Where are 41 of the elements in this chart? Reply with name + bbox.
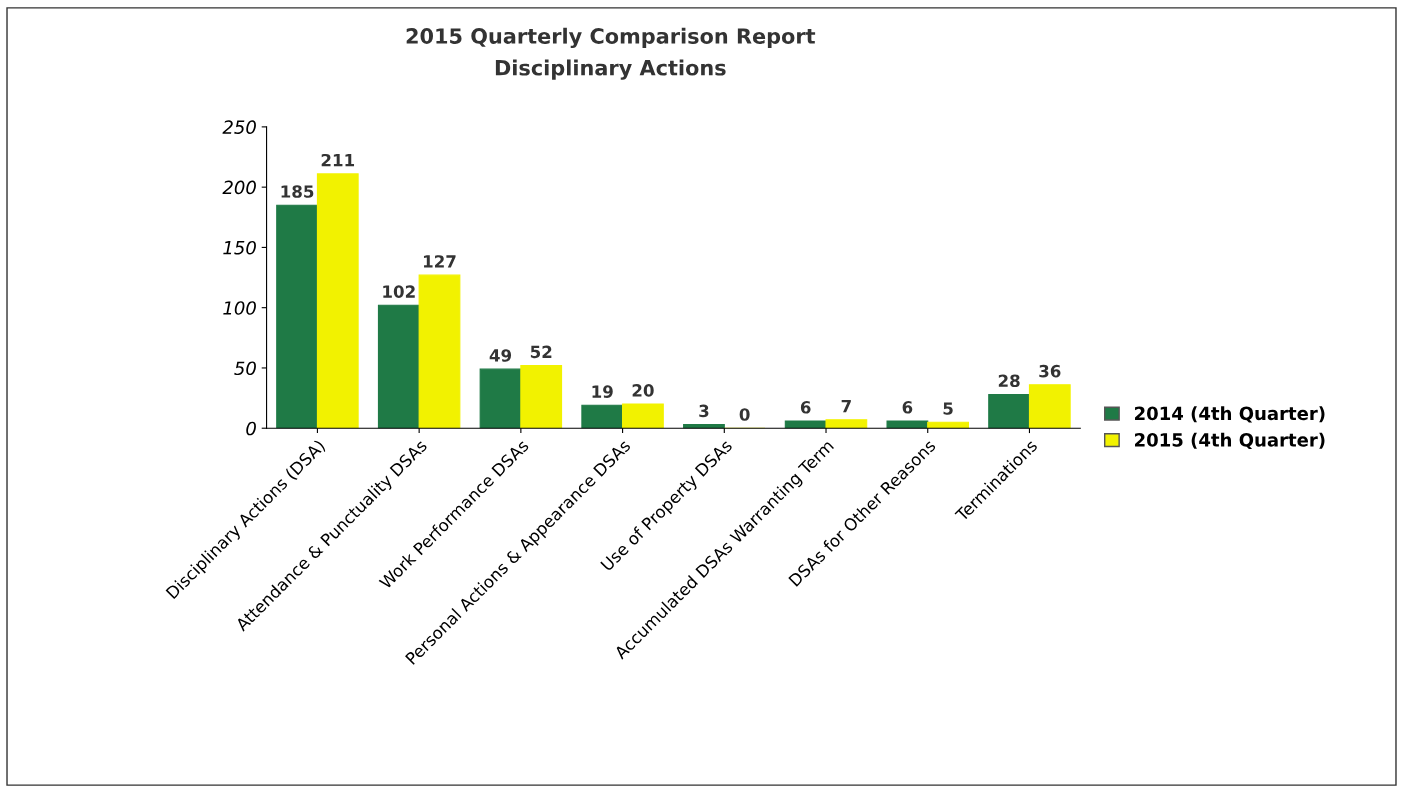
- chart-subtitle: Disciplinary Actions: [495, 59, 726, 80]
- bar: [581, 404, 624, 429]
- bar: [1028, 384, 1071, 429]
- bar: [927, 421, 969, 429]
- data-label: 0: [739, 408, 750, 421]
- y-tick-label: 100: [223, 301, 256, 315]
- bar: [276, 204, 318, 429]
- data-label: 28: [998, 374, 1020, 388]
- data-label: 3: [699, 404, 709, 418]
- bar: [784, 420, 827, 429]
- data-label: 49: [489, 349, 512, 362]
- bar: [683, 424, 725, 429]
- y-tick-label: 250: [222, 120, 256, 134]
- bar: [825, 419, 868, 429]
- data-label: 102: [383, 285, 415, 298]
- bar: [886, 420, 929, 429]
- legend-label: 2015 (4th Quarter): [1135, 432, 1325, 450]
- data-label: 19: [592, 385, 613, 398]
- chart-title: 2015 Quarterly Comparison Report: [406, 27, 816, 49]
- legend-label: 2014 (4th Quarter): [1135, 406, 1325, 423]
- bar: [988, 393, 1031, 429]
- data-label: 5: [943, 402, 953, 415]
- data-label: 7: [841, 400, 851, 413]
- bar: [520, 364, 563, 429]
- data-label: 6: [902, 401, 913, 414]
- y-tick-label: 200: [222, 180, 256, 195]
- data-label: 20: [632, 384, 654, 397]
- bar: [316, 173, 359, 429]
- bar: [377, 304, 420, 429]
- data-label: 36: [1039, 364, 1061, 378]
- y-tick-label: 150: [223, 240, 256, 255]
- bar: [622, 403, 664, 429]
- y-tick-label: 0: [246, 421, 256, 436]
- data-label: 211: [321, 153, 355, 167]
- bar: [418, 274, 461, 429]
- y-tick-label: 50: [234, 361, 256, 376]
- data-label: 52: [530, 345, 552, 359]
- bar: [479, 368, 522, 429]
- data-label: 6: [800, 401, 811, 414]
- data-label: 185: [281, 185, 314, 198]
- data-label: 127: [423, 255, 456, 268]
